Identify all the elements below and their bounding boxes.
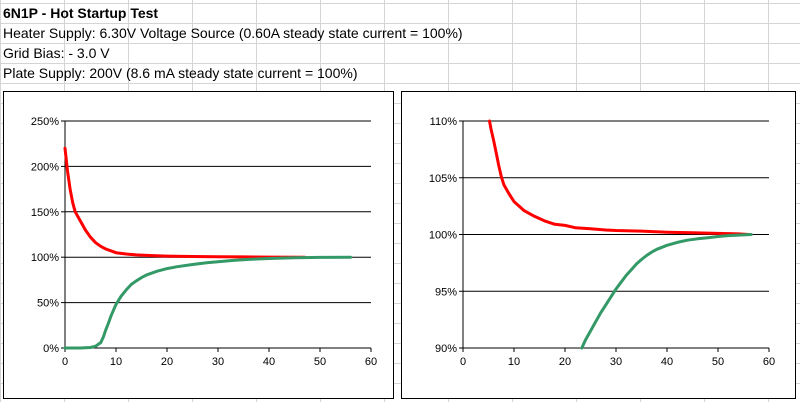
x-tick-label: 50 [314,356,326,368]
sheet-title: 6N1P - Hot Startup Test [3,5,159,21]
grid-bias-text: Grid Bias: - 3.0 V [3,45,110,61]
x-tick-label: 0 [460,356,466,368]
heater-current-line [488,119,751,236]
x-tick-label: 0 [62,356,68,368]
y-tick-label: 200% [31,161,59,173]
y-tick-label: 150% [31,207,59,219]
x-tick-label: 40 [661,356,673,368]
y-tick-label: 105% [429,173,457,185]
y-tick-label: 100% [429,230,457,242]
heater-current-line [63,146,307,259]
x-tick-label: 30 [212,356,224,368]
chart-zoomed-range[interactable]: 90% 95% 100% 105% 110% 0 10 20 30 40 50 60 [401,91,796,399]
x-tick-label: 10 [110,356,122,368]
y-tick-label: 0% [43,343,59,355]
plate-current-line [580,233,753,350]
chart-full-range-svg: 0% 50% 100% 150% 200% 250% 0 10 20 30 40 50 60 [31,116,377,368]
x-tick-label: 30 [610,356,622,368]
y-tick-label: 110% [430,116,458,128]
y-tick-label: 100% [31,252,59,264]
x-tick-label: 40 [263,356,275,368]
plate-supply-text: Plate Supply: 200V (8.6 mA steady state … [3,65,358,81]
x-tick-label: 60 [763,356,775,368]
y-tick-label: 50% [37,298,59,310]
y-tick-label: 90% [435,343,457,355]
chart-zoomed-range-svg: 90% 95% 100% 105% 110% 0 10 20 30 40 50 60 [429,116,775,368]
chart-full-range[interactable]: 0% 50% 100% 150% 200% 250% 0 10 20 30 40 50 60 [3,91,394,399]
y-tick-label: 95% [435,286,457,298]
y-tick-label: 250% [31,116,59,128]
x-tick-label: 60 [365,356,377,368]
plate-current-line [63,255,353,350]
x-tick-label: 20 [161,356,173,368]
x-tick-label: 10 [508,356,520,368]
heater-supply-text: Heater Supply: 6.30V Voltage Source (0.6… [3,25,463,41]
x-tick-label: 20 [559,356,571,368]
x-tick-label: 50 [712,356,724,368]
